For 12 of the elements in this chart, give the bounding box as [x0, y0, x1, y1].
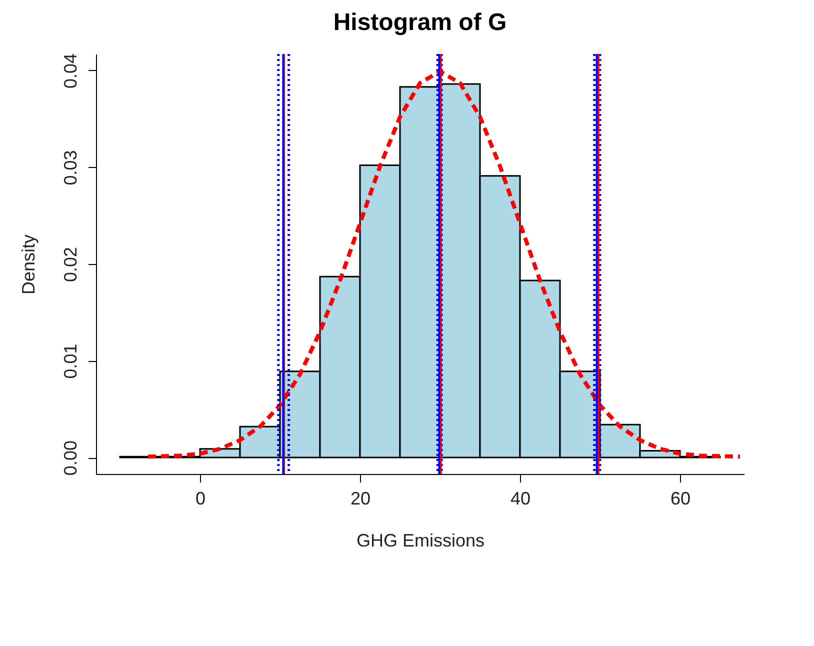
y-axis-title: Density [18, 234, 38, 295]
y-tick-label: 0.02 [60, 246, 80, 282]
y-tick-label: 0.04 [60, 53, 80, 88]
x-tick-label: 20 [350, 488, 371, 508]
chart-title: Histogram of G [333, 8, 507, 36]
x-tick-label: 60 [670, 488, 691, 508]
y-tick-label: 0.03 [60, 150, 80, 186]
y-tick-label: 0.01 [60, 344, 80, 379]
y-tick-label: 0.00 [60, 440, 80, 476]
x-axis-title: GHG Emissions [356, 530, 485, 550]
x-tick-label: 0 [195, 488, 206, 508]
x-tick-label: 40 [510, 488, 531, 508]
